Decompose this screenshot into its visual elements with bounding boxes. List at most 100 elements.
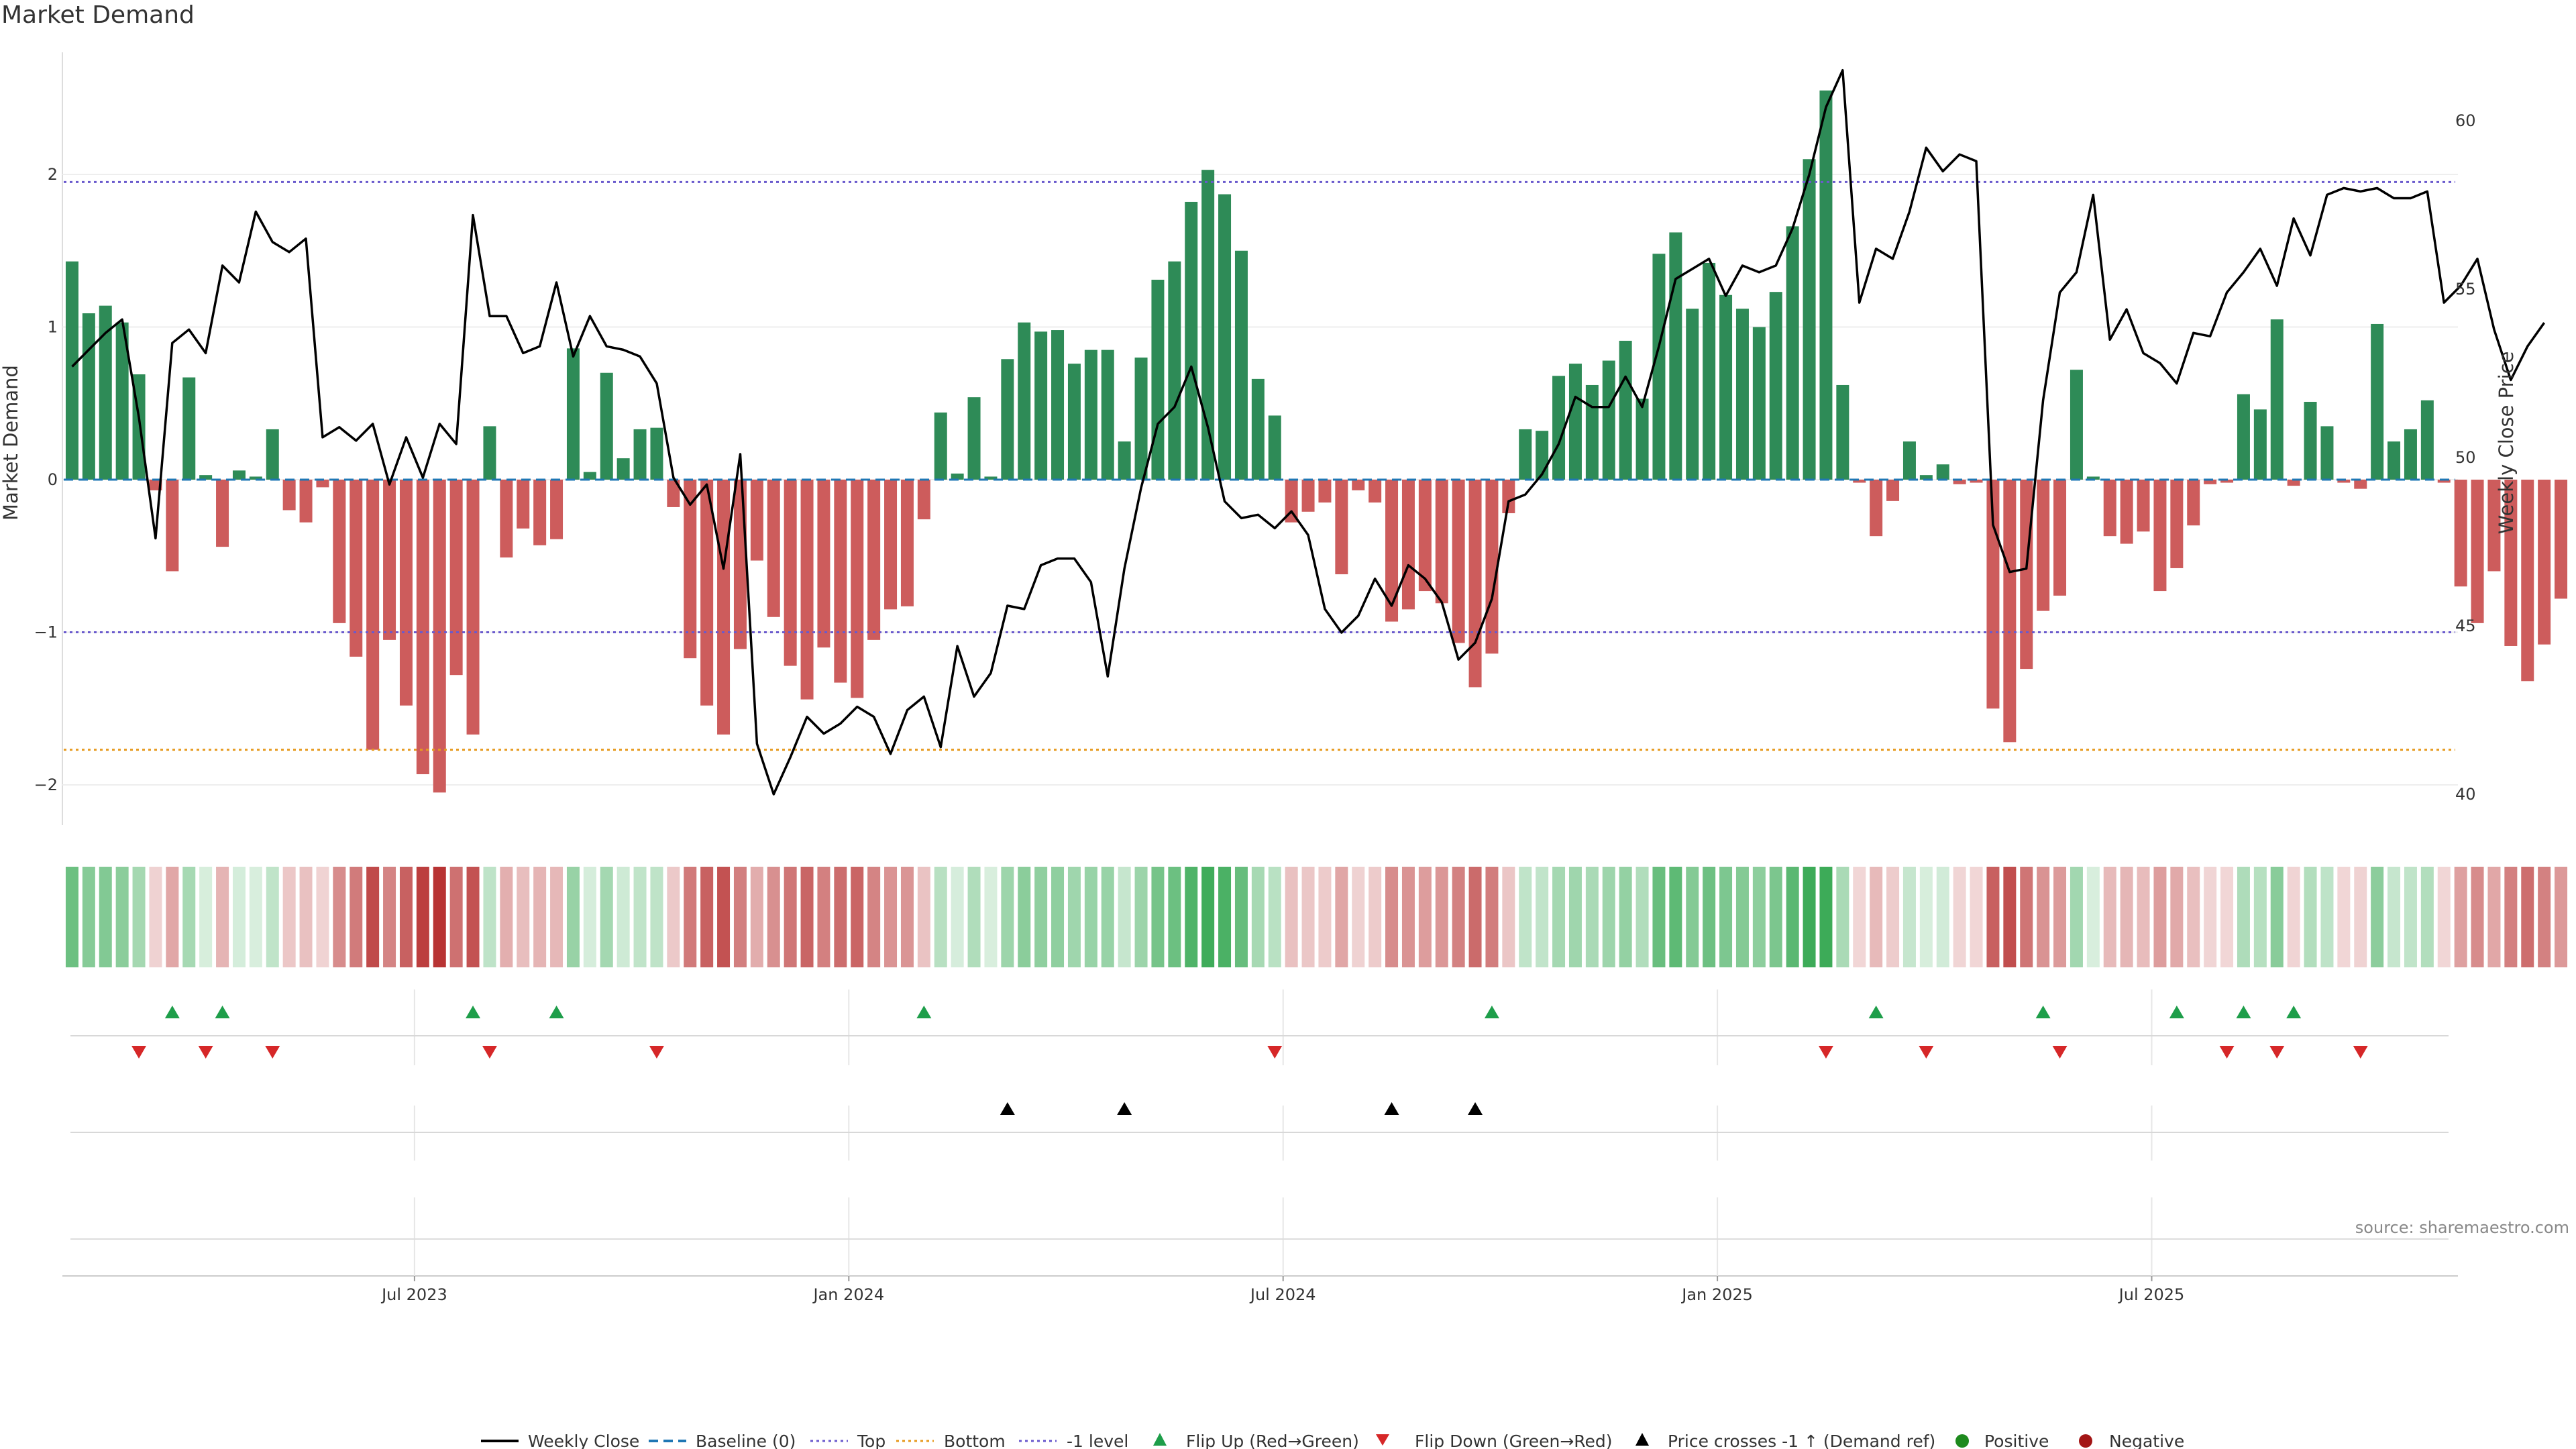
demand-bar	[1853, 480, 1866, 483]
heat-cell	[282, 867, 296, 967]
heat-cell	[2086, 867, 2100, 967]
demand-bar	[1819, 90, 1833, 480]
demand-bar	[383, 480, 396, 640]
heat-cell	[99, 867, 112, 967]
heat-cell	[2320, 867, 2334, 967]
demand-bar	[1352, 480, 1365, 490]
demand-bar	[517, 480, 530, 529]
demand-bar	[1568, 364, 1582, 480]
demand-bar	[2287, 480, 2300, 486]
demand-bar	[2037, 480, 2050, 611]
heat-cell	[1268, 867, 1281, 967]
price-cross-marker	[1117, 1102, 1132, 1115]
legend: Weekly Close Baseline (0) Top Bottom -1 …	[481, 1432, 2184, 1449]
y2-tick-label: 45	[2455, 616, 2476, 635]
heat-cell	[1435, 867, 1448, 967]
heat-cell	[199, 867, 213, 967]
heat-cell	[1769, 867, 1782, 967]
heat-cell	[967, 867, 981, 967]
demand-bar	[350, 480, 363, 657]
heat-cell	[2371, 867, 2384, 967]
flip-down-marker	[265, 1046, 280, 1059]
demand-bar	[166, 480, 179, 572]
heat-cell	[1185, 867, 1198, 967]
demand-bars	[65, 90, 2568, 793]
demand-bar	[2020, 480, 2033, 669]
demand-bar	[299, 480, 313, 523]
demand-bar	[1234, 250, 1248, 480]
demand-bar	[550, 480, 564, 539]
heat-cell	[1619, 867, 1632, 967]
y-tick-label: −1	[34, 623, 58, 642]
svg-text:Positive: Positive	[1984, 1432, 2049, 1449]
heat-cell	[500, 867, 513, 967]
heat-cell	[1051, 867, 1065, 967]
heat-cell	[2037, 867, 2050, 967]
svg-text:Price crosses -1 ↑ (Demand ref: Price crosses -1 ↑ (Demand ref)	[1668, 1432, 1935, 1449]
demand-bar	[2137, 480, 2150, 532]
heat-cell	[1134, 867, 1148, 967]
heat-cell	[2120, 867, 2133, 967]
heat-cell	[1118, 867, 1131, 967]
demand-bar	[483, 426, 496, 480]
y-axis-ticks: 2 1 0 −1 −2	[34, 165, 58, 794]
heat-cell	[1752, 867, 1766, 967]
heat-cell	[1234, 867, 1248, 967]
demand-bar	[1168, 261, 1181, 480]
heat-cell	[2237, 867, 2250, 967]
heat-cell	[2538, 867, 2551, 967]
svg-text:-1 level: -1 level	[1067, 1432, 1128, 1449]
demand-bar	[1285, 480, 1298, 523]
demand-bar	[2555, 480, 2568, 599]
flip-down-marker	[2219, 1046, 2235, 1059]
demand-bar	[316, 480, 329, 488]
heat-cell	[115, 867, 129, 967]
demand-bar	[1719, 294, 1733, 480]
flip-up-marker	[2236, 1006, 2251, 1018]
demand-bar	[1051, 330, 1065, 480]
heat-cell	[1318, 867, 1332, 967]
demand-bar	[583, 472, 596, 480]
demand-bar	[2187, 480, 2200, 526]
y-tick-label: 0	[48, 470, 58, 489]
heat-cell	[449, 867, 463, 967]
demand-bar	[2504, 480, 2518, 646]
heat-cell	[1352, 867, 1365, 967]
demand-bar	[333, 480, 346, 623]
heat-cell	[2287, 867, 2300, 967]
demand-bar	[1368, 480, 1382, 503]
flip-up-marker	[466, 1006, 481, 1018]
heat-cell	[1418, 867, 1432, 967]
demand-bar	[566, 348, 580, 480]
demand-bar	[399, 480, 413, 706]
flip-up-marker	[916, 1006, 932, 1018]
heat-cell	[1836, 867, 1849, 967]
heat-cell	[2354, 867, 2367, 967]
demand-bar	[1635, 398, 1649, 480]
flip-up-marker	[2035, 1006, 2051, 1018]
heat-cell	[1034, 867, 1048, 967]
demand-bar	[2320, 426, 2334, 480]
demand-bar	[2420, 400, 2434, 480]
heat-cell	[717, 867, 731, 967]
flip-down-marker	[482, 1046, 497, 1059]
heat-cell	[2153, 867, 2167, 967]
demand-bar	[1769, 292, 1782, 480]
heat-cell	[266, 867, 279, 967]
heat-cell	[1519, 867, 1532, 967]
demand-bar	[1752, 327, 1766, 480]
heat-cell	[550, 867, 564, 967]
demand-bar	[2437, 480, 2451, 483]
demand-bar	[2521, 480, 2534, 682]
demand-bar	[1201, 170, 1215, 480]
heat-cell	[1635, 867, 1649, 967]
heat-cell	[1101, 867, 1114, 967]
demand-bar	[1001, 359, 1014, 480]
demand-bar	[800, 480, 814, 700]
demand-bar	[1301, 480, 1315, 512]
flip-up-marker	[164, 1006, 180, 1018]
heat-cell	[2270, 867, 2284, 967]
heat-cell	[700, 867, 714, 967]
y-tick-label: 2	[48, 165, 58, 184]
